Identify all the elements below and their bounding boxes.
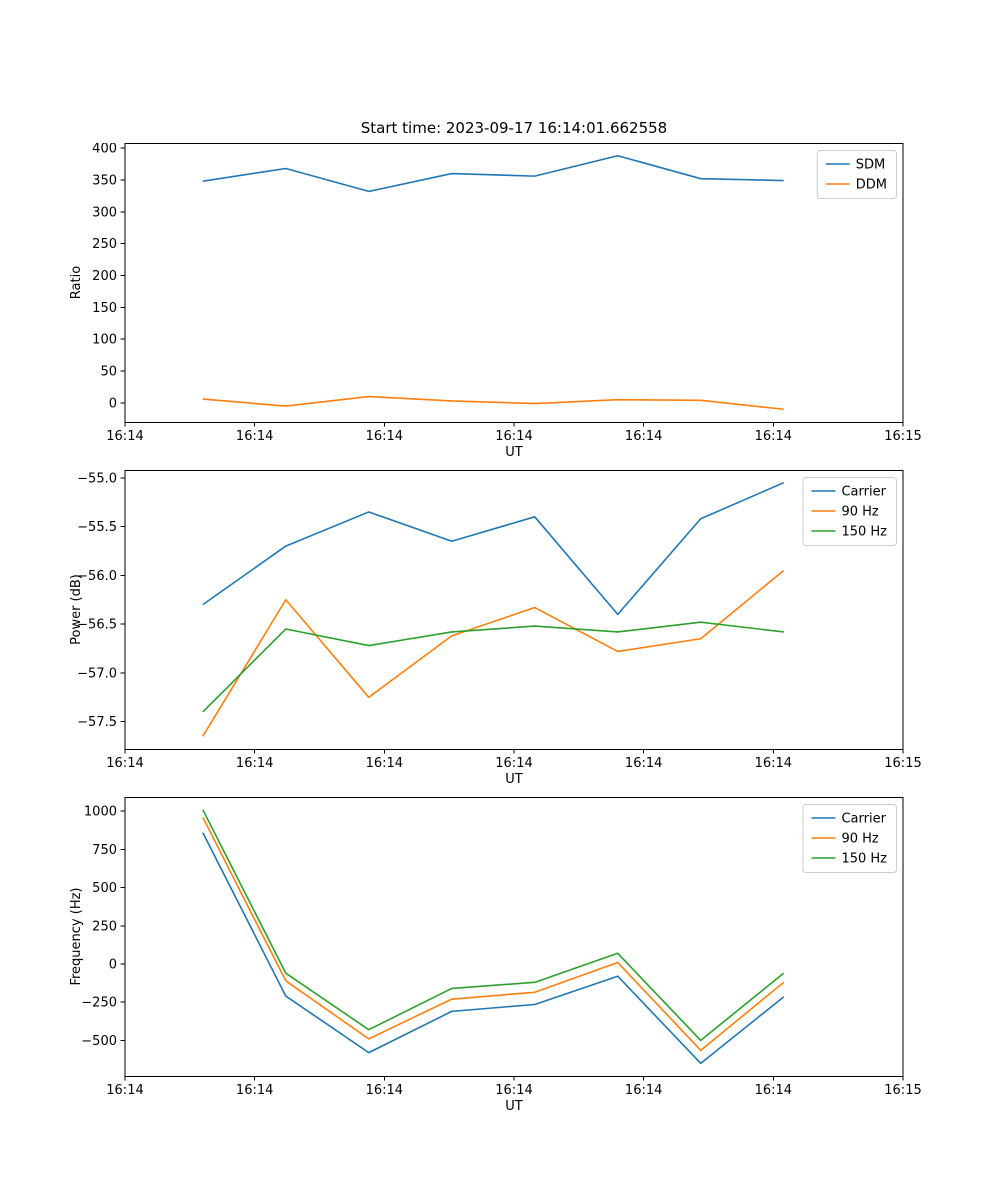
subplot-power-chart: 16:14 16:14 16:14 16:14 16:14 16:14 16:15 UT −57… <box>69 470 922 787</box>
y-tick-label: 250 <box>92 237 117 252</box>
series-line-ddm <box>202 395 784 411</box>
series-line-carrier <box>202 481 785 616</box>
plot-border <box>124 470 904 750</box>
x-tick-label: 16:14 <box>755 429 792 444</box>
y-tick-label: −55.0 <box>77 471 117 486</box>
legend-box <box>802 804 897 873</box>
series-line-sdm <box>202 154 784 193</box>
series-line-90-hz <box>202 569 785 737</box>
y-axis-label: Ratio <box>69 266 84 299</box>
legend-label: Carrier <box>841 812 886 827</box>
x-tick-label: 16:14 <box>495 429 532 444</box>
legend-label: 90 Hz <box>841 505 878 520</box>
x-tick-label: 16:15 <box>884 1083 921 1098</box>
y-tick-label: −250 <box>81 996 117 1011</box>
x-axis-label: UT <box>505 445 523 460</box>
x-tick-label: 16:14 <box>366 756 403 771</box>
x-axis-label: UT <box>505 1099 523 1114</box>
y-tick-label: 500 <box>92 881 117 896</box>
legend-label: SDM <box>856 158 885 173</box>
y-tick-label: −56.5 <box>77 618 117 633</box>
y-tick-label: −57.5 <box>77 715 117 730</box>
series-line-carrier <box>202 832 785 1065</box>
y-tick-label: 300 <box>92 205 117 220</box>
legend-box <box>802 477 897 546</box>
y-tick-label: 1000 <box>84 805 117 820</box>
subplot-frequency-chart: 16:14 16:14 16:14 16:14 16:14 16:14 16:15 UT −50… <box>69 797 922 1114</box>
x-tick-label: 16:15 <box>884 756 921 771</box>
x-tick-label: 16:14 <box>366 429 403 444</box>
x-tick-label: 16:15 <box>884 429 921 444</box>
y-tick-label: 100 <box>92 333 117 348</box>
y-tick-label: 350 <box>92 173 117 188</box>
x-tick-label: 16:14 <box>625 429 662 444</box>
y-tick-label: −500 <box>81 1034 117 1049</box>
y-tick-label: 400 <box>92 143 117 157</box>
legend-box <box>816 150 897 199</box>
y-axis-label: Power (dB) <box>69 574 84 645</box>
y-tick-label: 250 <box>92 919 117 934</box>
x-tick-label: 16:14 <box>236 756 273 771</box>
x-tick-label: 16:14 <box>755 756 792 771</box>
y-tick-label: −57.0 <box>77 666 117 681</box>
y-tick-label: 0 <box>109 958 117 973</box>
legend: SDM DDM <box>816 150 897 199</box>
x-tick-label: 16:14 <box>106 429 143 444</box>
legend-label: 90 Hz <box>841 832 878 847</box>
y-tick-label: −56.0 <box>77 569 117 584</box>
subplot-ratio-chart: 16:14 16:14 16:14 16:14 16:14 16:14 16:15 UT 0 50… <box>69 143 922 460</box>
y-tick-label: 0 <box>109 396 117 411</box>
figure-title: Start time: 2023-09-17 16:14:01.662558 <box>360 119 668 137</box>
y-tick-label: 750 <box>92 843 117 858</box>
x-tick-label: 16:14 <box>106 756 143 771</box>
x-axis-label: UT <box>505 772 523 787</box>
x-tick-label: 16:14 <box>236 429 273 444</box>
y-tick-label: 50 <box>100 365 117 380</box>
series-line-90-hz <box>202 816 785 1052</box>
legend-label: 150 Hz <box>841 525 887 540</box>
x-tick-label: 16:14 <box>625 1083 662 1098</box>
legend-label: DDM <box>856 178 887 193</box>
legend: Carrier 90 Hz 150 Hz <box>802 477 897 546</box>
plot-border <box>124 143 904 423</box>
x-tick-label: 16:14 <box>366 1083 403 1098</box>
x-tick-label: 16:14 <box>625 756 662 771</box>
y-axis-label: Frequency (Hz) <box>69 887 84 985</box>
y-tick-label: 150 <box>92 301 117 316</box>
x-tick-label: 16:14 <box>106 1083 143 1098</box>
x-tick-label: 16:14 <box>495 1083 532 1098</box>
legend-label: Carrier <box>841 485 886 500</box>
x-tick-label: 16:14 <box>236 1083 273 1098</box>
series-line-150-hz <box>202 809 785 1042</box>
y-tick-label: 200 <box>92 269 117 284</box>
plot-border <box>124 797 904 1077</box>
legend-label: 150 Hz <box>841 852 887 867</box>
x-tick-label: 16:14 <box>495 756 532 771</box>
legend: Carrier 90 Hz 150 Hz <box>802 804 897 873</box>
y-tick-label: −55.5 <box>77 520 117 535</box>
series-line-150-hz <box>202 621 784 713</box>
x-tick-label: 16:14 <box>755 1083 792 1098</box>
